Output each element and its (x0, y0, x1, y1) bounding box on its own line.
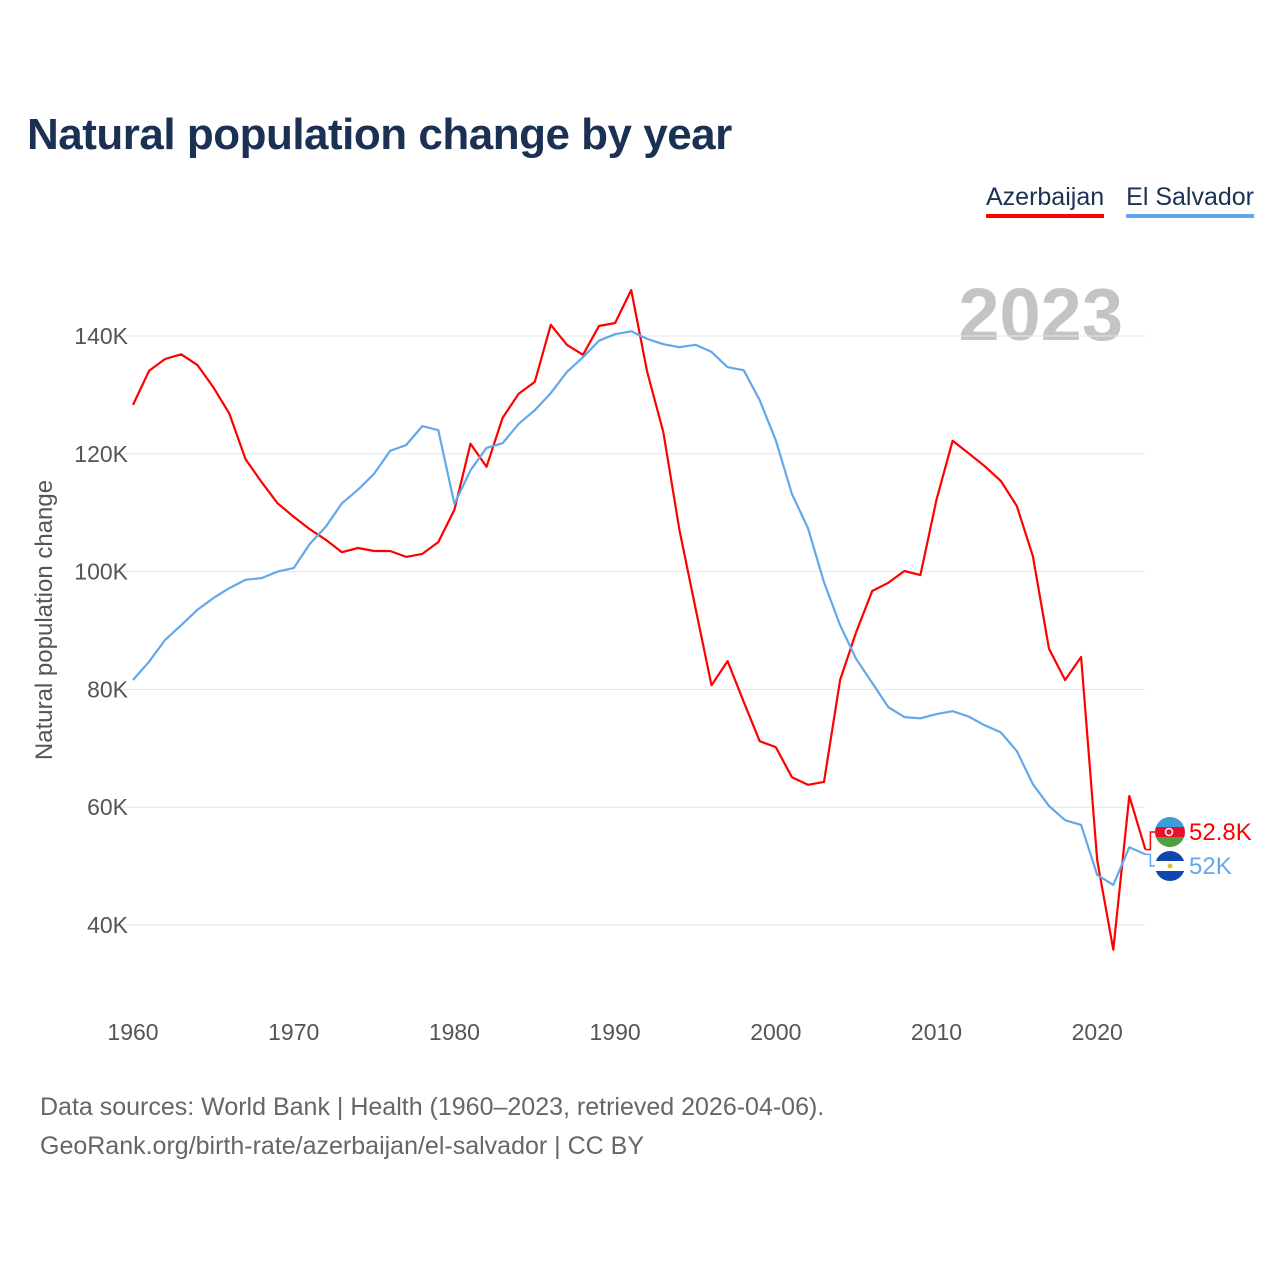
y-tick-label: 140K (74, 323, 128, 349)
flag-stripe (1155, 827, 1185, 837)
y-tick-label: 60K (87, 794, 129, 820)
legend: Azerbaijan El Salvador (986, 183, 1254, 218)
y-tick-label: 100K (74, 559, 128, 585)
flag-icon-azerbaijan (1155, 817, 1185, 847)
x-tick-label: 1960 (107, 1019, 158, 1045)
flag-icon-el-salvador (1155, 851, 1185, 881)
end-label-connector (1145, 853, 1156, 867)
series-line-azerbaijan (132, 289, 1147, 951)
x-tick-label: 2000 (750, 1019, 801, 1045)
footer-link[interactable]: GeoRank.org/birth-rate/azerbaijan/el-sal… (40, 1132, 644, 1160)
flag-stripe (1155, 837, 1185, 847)
legend-item-el-salvador[interactable]: El Salvador (1126, 183, 1254, 218)
y-tick-label: 120K (74, 441, 128, 467)
y-tick-label: 80K (87, 676, 129, 702)
x-tick-label: 1980 (429, 1019, 480, 1045)
flag-stripe (1155, 871, 1185, 881)
y-axis-label: Natural population change (31, 480, 58, 760)
flag-crescent (1164, 827, 1174, 837)
end-label-connector (1145, 831, 1156, 851)
end-value-label: 52.8K (1189, 819, 1252, 846)
chart-title: Natural population change by year (27, 110, 732, 159)
footer: Data sources: World Bank | Health (1960–… (40, 1088, 824, 1166)
series-line-el-salvador (132, 330, 1146, 887)
footer-sources: Data sources: World Bank | Health (1960–… (40, 1093, 825, 1121)
x-tick-label: 2020 (1072, 1019, 1123, 1045)
flag-emblem (1167, 863, 1173, 869)
x-tick-label: 2010 (911, 1019, 962, 1045)
year-watermark: 2023 (958, 273, 1123, 356)
flag-stripe (1155, 851, 1185, 861)
x-tick-label: 1990 (590, 1019, 641, 1045)
y-tick-label: 40K (87, 912, 129, 938)
x-tick-label: 1970 (268, 1019, 319, 1045)
flag-stripe (1155, 817, 1185, 827)
end-value-label: 52K (1189, 853, 1232, 880)
legend-item-azerbaijan[interactable]: Azerbaijan (986, 183, 1105, 218)
